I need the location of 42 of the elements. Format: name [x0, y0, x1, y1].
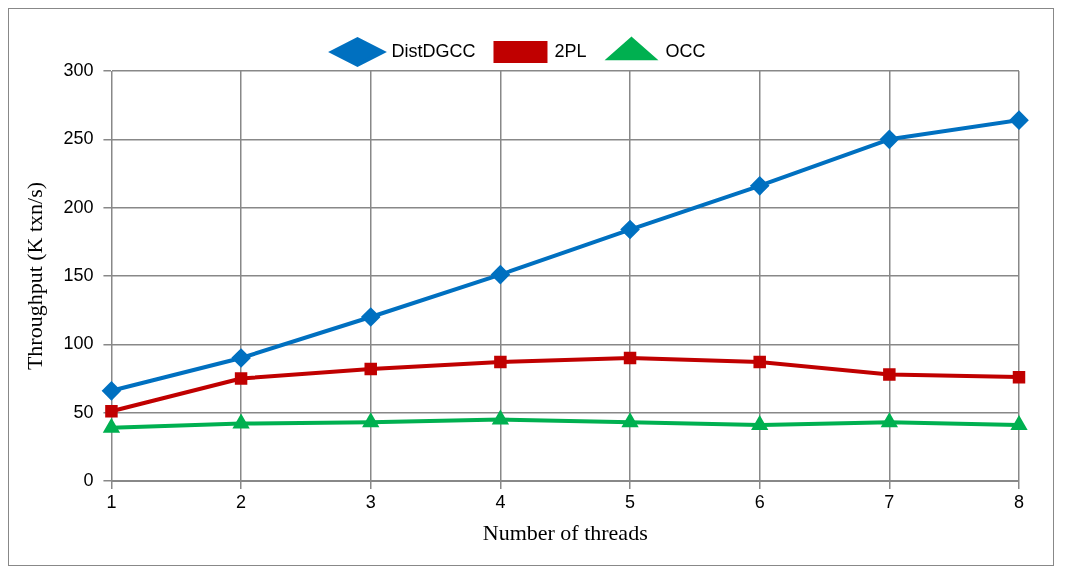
point — [102, 381, 121, 400]
point — [1010, 111, 1028, 130]
point — [104, 419, 119, 433]
x-tick-label: 4 — [495, 491, 506, 512]
x-tick-label: 8 — [1013, 491, 1025, 512]
y-tick-label: 150 — [63, 264, 94, 285]
point — [883, 368, 896, 381]
point — [493, 411, 508, 425]
legend-label: 2PL — [554, 40, 587, 61]
x-tick-label: 6 — [754, 491, 765, 512]
point — [1012, 370, 1026, 384]
x-tick-label: 3 — [365, 491, 376, 512]
y-tick-label: 0 — [83, 469, 94, 490]
point — [623, 351, 637, 365]
point — [622, 414, 638, 428]
legend-label: DistDGCC — [391, 40, 476, 61]
x-tick-label: 5 — [625, 491, 636, 512]
point — [361, 308, 380, 326]
point — [753, 355, 766, 369]
point — [621, 220, 640, 239]
y-tick-label: 300 — [63, 59, 94, 80]
x-tick-label: 1 — [106, 491, 117, 512]
x-tick-label: 7 — [884, 491, 895, 512]
y-tick-label: 200 — [63, 196, 94, 217]
x-axis-title: Number of threads — [482, 519, 648, 545]
y-axis-title: Throughput (K txn/s) — [21, 181, 47, 371]
point — [363, 414, 378, 428]
point — [234, 372, 248, 385]
point — [1011, 416, 1027, 430]
point — [752, 416, 767, 430]
y-tick-label: 100 — [63, 333, 94, 354]
point — [491, 265, 510, 284]
point — [364, 362, 377, 376]
point — [882, 414, 897, 428]
point — [494, 355, 507, 369]
y-tick-label: 50 — [73, 401, 94, 422]
legend-label: OCC — [665, 40, 706, 61]
y-tick-label: 250 — [63, 128, 94, 149]
point — [750, 176, 769, 195]
point — [232, 349, 251, 367]
point — [880, 130, 899, 149]
x-tick-label: 2 — [236, 491, 247, 512]
